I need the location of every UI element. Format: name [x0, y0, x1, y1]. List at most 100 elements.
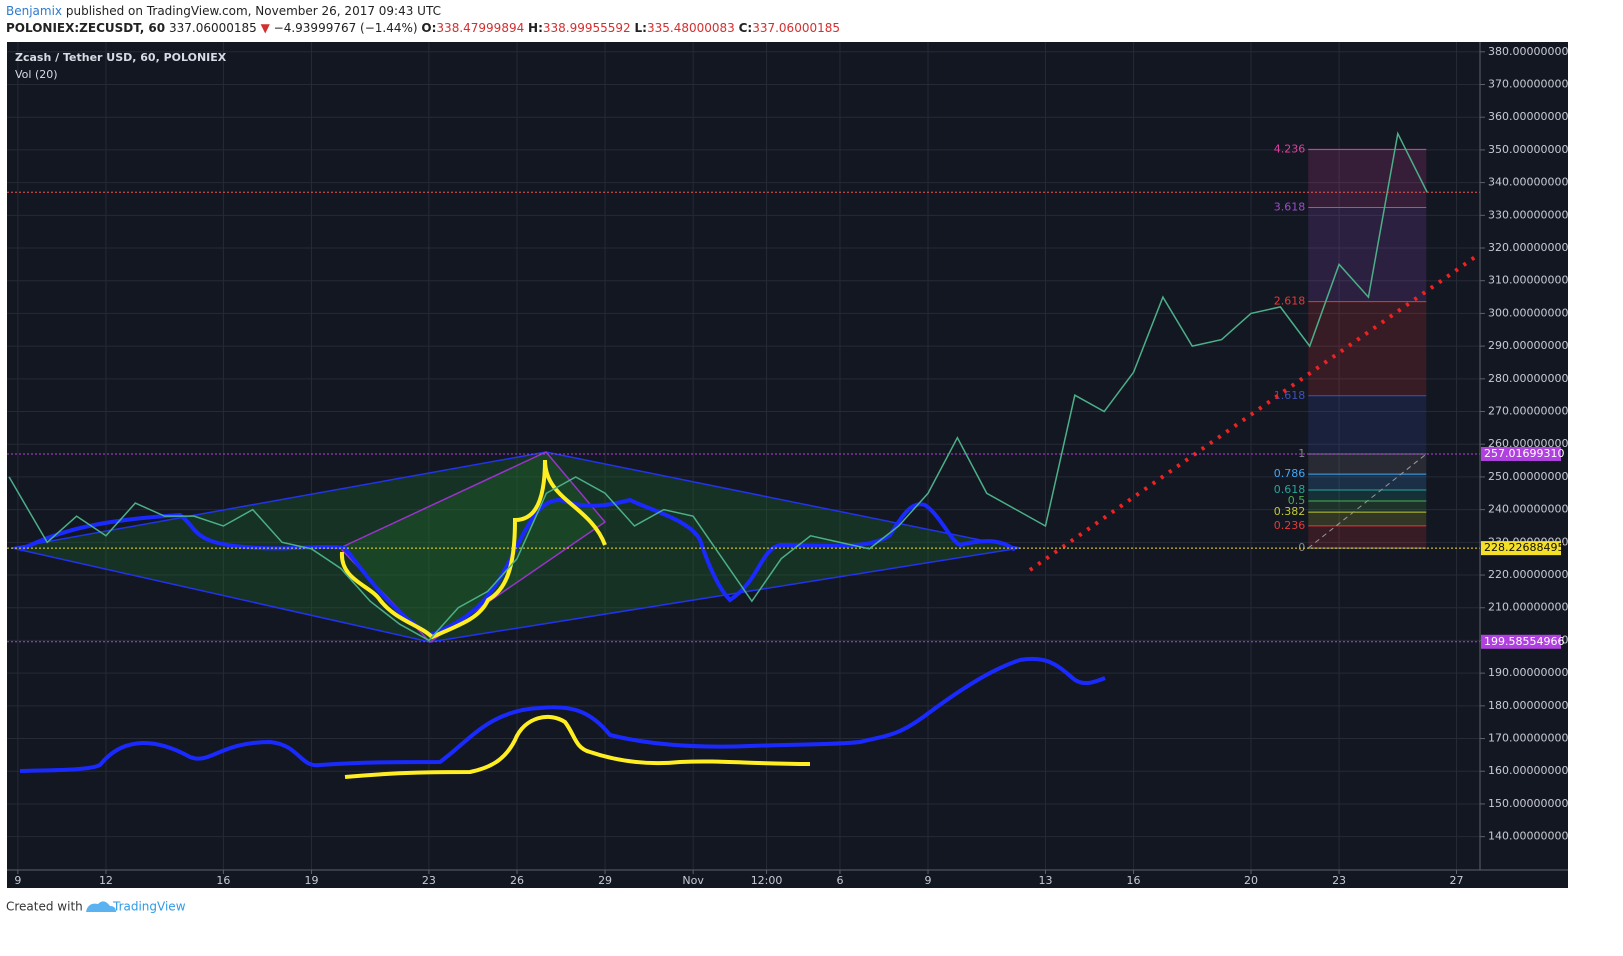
ohlc-label: O:: [421, 21, 437, 35]
fib-label: 3.618: [1274, 201, 1306, 214]
y-tick-label: 380.00000000: [1488, 45, 1568, 58]
price-label: 228.22688495: [1484, 541, 1564, 554]
ohlc-value: 335.48000083: [646, 21, 735, 35]
y-tick-label: 140.00000000: [1488, 830, 1568, 843]
plot: [7, 131, 1480, 643]
fib-label: 0: [1298, 541, 1305, 554]
footer-brand[interactable]: TradingView: [112, 900, 186, 914]
y-tick-label: 170.00000000: [1488, 732, 1568, 745]
fib-label: 1.618: [1274, 389, 1306, 402]
y-tick-label: 270.00000000: [1488, 405, 1568, 418]
y-tick-label: 370.00000000: [1488, 78, 1568, 91]
x-tick-label: 13: [1038, 874, 1052, 887]
price-label-bg: [1481, 446, 1561, 461]
tv-logo: [86, 901, 116, 912]
y-tick-label: 190.00000000: [1488, 666, 1568, 679]
x-tick-label: 23: [1332, 874, 1346, 887]
fib-band: [1308, 207, 1427, 302]
arrow: ▼: [260, 21, 270, 35]
y-tick-label: 180.00000000: [1488, 699, 1568, 712]
price-label: 257.01699310: [1484, 447, 1564, 460]
fib-band: [1308, 149, 1427, 208]
fib-label: 0.236: [1274, 519, 1306, 532]
y-tick-label: 220.00000000: [1488, 568, 1568, 581]
fib-band: [1308, 512, 1427, 526]
ohlc-value: 337.06000185: [752, 21, 840, 35]
published: published on TradingView.com, November 2…: [65, 4, 441, 18]
y-tick-label: 340.00000000: [1488, 176, 1568, 189]
x-tick-label: Nov: [682, 874, 704, 887]
y-tick-label: 360.00000000: [1488, 110, 1568, 123]
drawings: [11, 253, 1480, 779]
fib-label: 2.618: [1274, 295, 1306, 308]
yellow-sketch: [339, 459, 607, 640]
fib-label: 4.236: [1274, 142, 1306, 155]
x-tick-label: 16: [1127, 874, 1141, 887]
fib-trend: [1307, 453, 1427, 549]
ohlc-value: 338.47999894: [436, 21, 525, 35]
y-tick-label: 210.00000000: [1488, 601, 1568, 614]
author[interactable]: Benjamix: [6, 4, 63, 18]
fib-label: 0.382: [1274, 505, 1306, 518]
ohlc-label: C:: [738, 21, 753, 35]
ohlc-value: 338.99955592: [542, 21, 631, 35]
y-tick-label: 350.00000000: [1488, 143, 1568, 156]
grid: [7, 42, 1480, 870]
x-tick-label: 12:00: [751, 874, 783, 887]
fib-retracement: 4.2363.6182.6181.61810.7860.6180.50.3820…: [1274, 142, 1427, 554]
y-tick-label: 250.00000000: [1488, 470, 1568, 483]
fib-band: [1308, 489, 1427, 502]
y-tick-label: 310.00000000: [1488, 274, 1568, 287]
fib-band: [1308, 501, 1427, 513]
footer-created: Created with: [6, 900, 83, 914]
symbol: POLONIEX:ZECUSDT, 60: [6, 21, 166, 35]
ohlc-label: L:: [634, 21, 647, 35]
quote-line: POLONIEX:ZECUSDT, 60 337.06000185 ▼ −4.9…: [6, 21, 840, 35]
y-tick-label: 290.00000000: [1488, 339, 1568, 352]
indicator-label: Vol (20): [15, 68, 58, 81]
x-tick-label: 26: [510, 874, 524, 887]
x-tick-label: 23: [422, 874, 436, 887]
x-tick-label: 16: [216, 874, 230, 887]
publish-line: Benjamix published on TradingView.com, N…: [6, 4, 441, 18]
x-tick-label: 12: [99, 874, 113, 887]
y-tick-label: 300.00000000: [1488, 306, 1568, 319]
x-tick-label: 19: [304, 874, 318, 887]
fib-label: 0.786: [1274, 467, 1306, 480]
x-tick-label: 29: [598, 874, 612, 887]
fib-band: [1308, 474, 1427, 490]
fib-band: [1308, 453, 1427, 475]
axes: 140.00000000 150.00000000 160.00000000 170.…: [14, 45, 1568, 887]
fib-band: [1308, 525, 1427, 549]
y-tick-label: 330.00000000: [1488, 208, 1568, 221]
y-tick-label: 260.00000000: [1488, 437, 1568, 450]
change: −4.93999767 (−1.44%): [273, 21, 418, 35]
x-tick-label: 27: [1450, 874, 1464, 887]
ohlc-label: H:: [528, 21, 543, 35]
x-tick-label: 9: [14, 874, 21, 887]
last: 337.06000185: [168, 21, 257, 35]
fib-label: 1: [1298, 447, 1305, 460]
x-tick-label: 9: [925, 874, 932, 887]
price-line-series: [8, 131, 1428, 642]
fib-band: [1308, 395, 1427, 454]
price-label-bg: [1481, 634, 1561, 649]
y-tick-label: 280.00000000: [1488, 372, 1568, 385]
chart-title: Zcash / Tether USD, 60, POLONIEX: [15, 51, 227, 64]
x-tick-label: 6: [836, 874, 843, 887]
y-tick-label: 240.00000000: [1488, 503, 1568, 516]
x-tick-label: 20: [1244, 874, 1258, 887]
fib-label: 0.5: [1288, 494, 1306, 507]
y-tick-label: 320.00000000: [1488, 241, 1568, 254]
y-tick-label: 150.00000000: [1488, 797, 1568, 810]
price-label-bg: [1481, 541, 1561, 556]
fib-band: [1308, 301, 1427, 396]
price-label: 199.58554966: [1484, 635, 1564, 648]
trendline: [1028, 253, 1480, 572]
ohlc: O:338.47999894 H:338.99955592 L:335.4800…: [421, 21, 840, 35]
y-tick-label: 160.00000000: [1488, 764, 1568, 777]
blue-curve: [19, 656, 1106, 773]
yellow-curve: [344, 714, 811, 779]
